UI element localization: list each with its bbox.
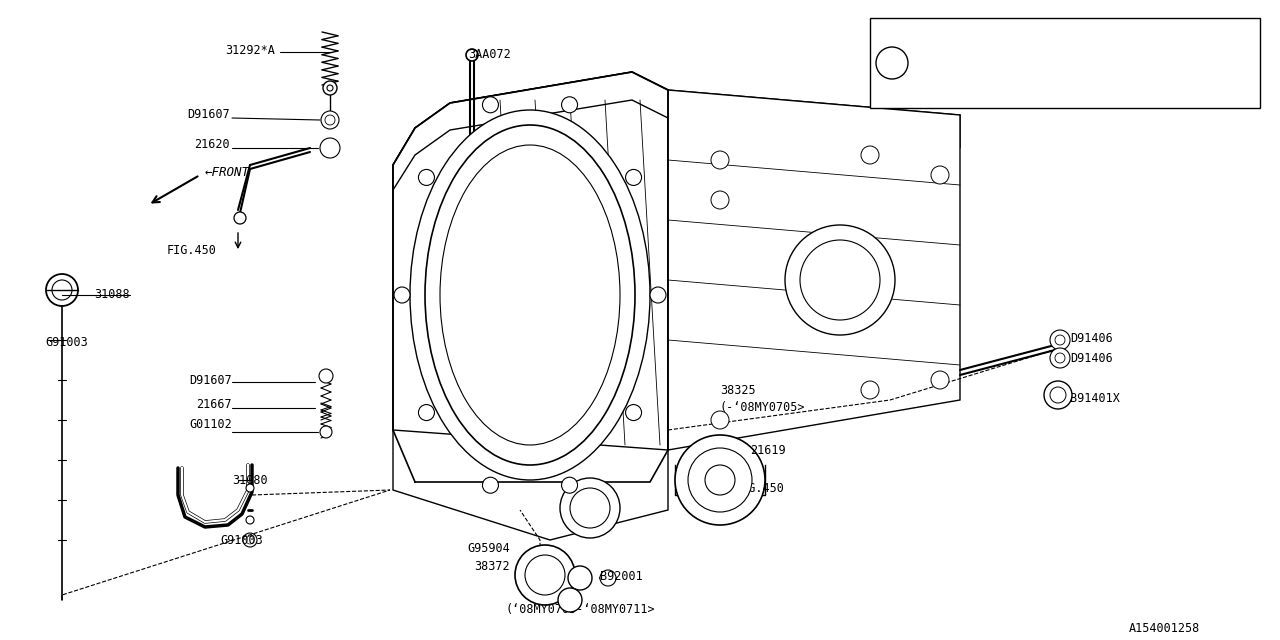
Text: 1: 1 xyxy=(888,58,896,68)
Text: 3AA072: 3AA072 xyxy=(468,49,511,61)
Polygon shape xyxy=(668,90,960,450)
Text: 31292*A: 31292*A xyxy=(225,44,275,56)
Circle shape xyxy=(46,274,78,306)
Circle shape xyxy=(1044,381,1073,409)
Text: ←FRONT: ←FRONT xyxy=(205,166,250,179)
Circle shape xyxy=(558,588,582,612)
Text: D91406: D91406 xyxy=(1070,332,1112,344)
Circle shape xyxy=(320,138,340,158)
Circle shape xyxy=(1050,330,1070,350)
Polygon shape xyxy=(393,72,668,482)
Text: G91003: G91003 xyxy=(45,335,88,349)
Text: FIG.450: FIG.450 xyxy=(735,481,785,495)
Text: D91607: D91607 xyxy=(189,374,232,387)
Circle shape xyxy=(466,49,477,61)
Circle shape xyxy=(626,170,641,186)
Text: B91401X: B91401X xyxy=(1070,392,1120,404)
Circle shape xyxy=(319,369,333,383)
Polygon shape xyxy=(393,430,668,540)
Circle shape xyxy=(876,47,908,79)
Text: D91406: D91406 xyxy=(1070,351,1112,365)
Circle shape xyxy=(246,536,253,544)
Text: D91607: D91607 xyxy=(187,109,230,122)
Text: G95904: G95904 xyxy=(467,541,509,554)
Bar xyxy=(870,18,1260,108)
Circle shape xyxy=(705,465,735,495)
Circle shape xyxy=(325,115,335,125)
Circle shape xyxy=(650,287,666,303)
Circle shape xyxy=(710,151,730,169)
Circle shape xyxy=(800,240,881,320)
Text: 38325: 38325 xyxy=(719,383,755,397)
Circle shape xyxy=(323,81,337,95)
Circle shape xyxy=(419,404,434,420)
Circle shape xyxy=(321,111,339,129)
Text: B92001: B92001 xyxy=(600,570,643,584)
Ellipse shape xyxy=(410,110,650,480)
Circle shape xyxy=(626,404,641,420)
Circle shape xyxy=(562,477,577,493)
Circle shape xyxy=(515,545,575,605)
Text: (-‘08MY0705>: (-‘08MY0705> xyxy=(719,401,805,415)
Text: (‘08MY0705-‘08MY0711>: (‘08MY0705-‘08MY0711> xyxy=(506,604,655,616)
Circle shape xyxy=(785,225,895,335)
Circle shape xyxy=(675,435,765,525)
Circle shape xyxy=(931,371,948,389)
Circle shape xyxy=(600,570,616,586)
Circle shape xyxy=(570,488,611,528)
Text: 31080: 31080 xyxy=(232,474,268,486)
Circle shape xyxy=(394,287,410,303)
Circle shape xyxy=(1050,387,1066,403)
Text: 1: 1 xyxy=(567,595,573,605)
Circle shape xyxy=(320,426,332,438)
Text: G01102: G01102 xyxy=(189,419,232,431)
Text: D92005: D92005 xyxy=(938,79,982,92)
Text: 21619: 21619 xyxy=(750,444,786,456)
Circle shape xyxy=(561,478,620,538)
Circle shape xyxy=(483,97,498,113)
Text: 11126: 11126 xyxy=(942,33,978,47)
Text: 38372: 38372 xyxy=(475,561,509,573)
Circle shape xyxy=(861,381,879,399)
Ellipse shape xyxy=(440,145,620,445)
Polygon shape xyxy=(393,72,960,190)
Circle shape xyxy=(326,85,333,91)
Circle shape xyxy=(931,166,948,184)
Circle shape xyxy=(243,533,257,547)
Text: G91003: G91003 xyxy=(220,534,262,547)
Circle shape xyxy=(710,411,730,429)
Circle shape xyxy=(1050,348,1070,368)
Text: A154001258: A154001258 xyxy=(1129,621,1201,634)
Circle shape xyxy=(246,484,253,492)
Circle shape xyxy=(568,566,591,590)
Text: 31088: 31088 xyxy=(95,289,131,301)
Circle shape xyxy=(246,516,253,524)
Circle shape xyxy=(1055,335,1065,345)
Circle shape xyxy=(525,555,564,595)
Circle shape xyxy=(1055,353,1065,363)
Circle shape xyxy=(689,448,753,512)
Circle shape xyxy=(710,191,730,209)
Text: (‘08MY0708-‘08MY0711>: (‘08MY0708-‘08MY0711> xyxy=(1010,80,1152,90)
Text: <                -‘08MY0708>: < -‘08MY0708> xyxy=(1010,35,1199,45)
Ellipse shape xyxy=(425,125,635,465)
Circle shape xyxy=(861,146,879,164)
Text: 21667: 21667 xyxy=(196,399,232,412)
Text: 21620: 21620 xyxy=(195,138,230,152)
Circle shape xyxy=(234,212,246,224)
Circle shape xyxy=(419,170,434,186)
Circle shape xyxy=(483,477,498,493)
Circle shape xyxy=(52,280,72,300)
Text: FIG.450: FIG.450 xyxy=(166,243,216,257)
Circle shape xyxy=(562,97,577,113)
